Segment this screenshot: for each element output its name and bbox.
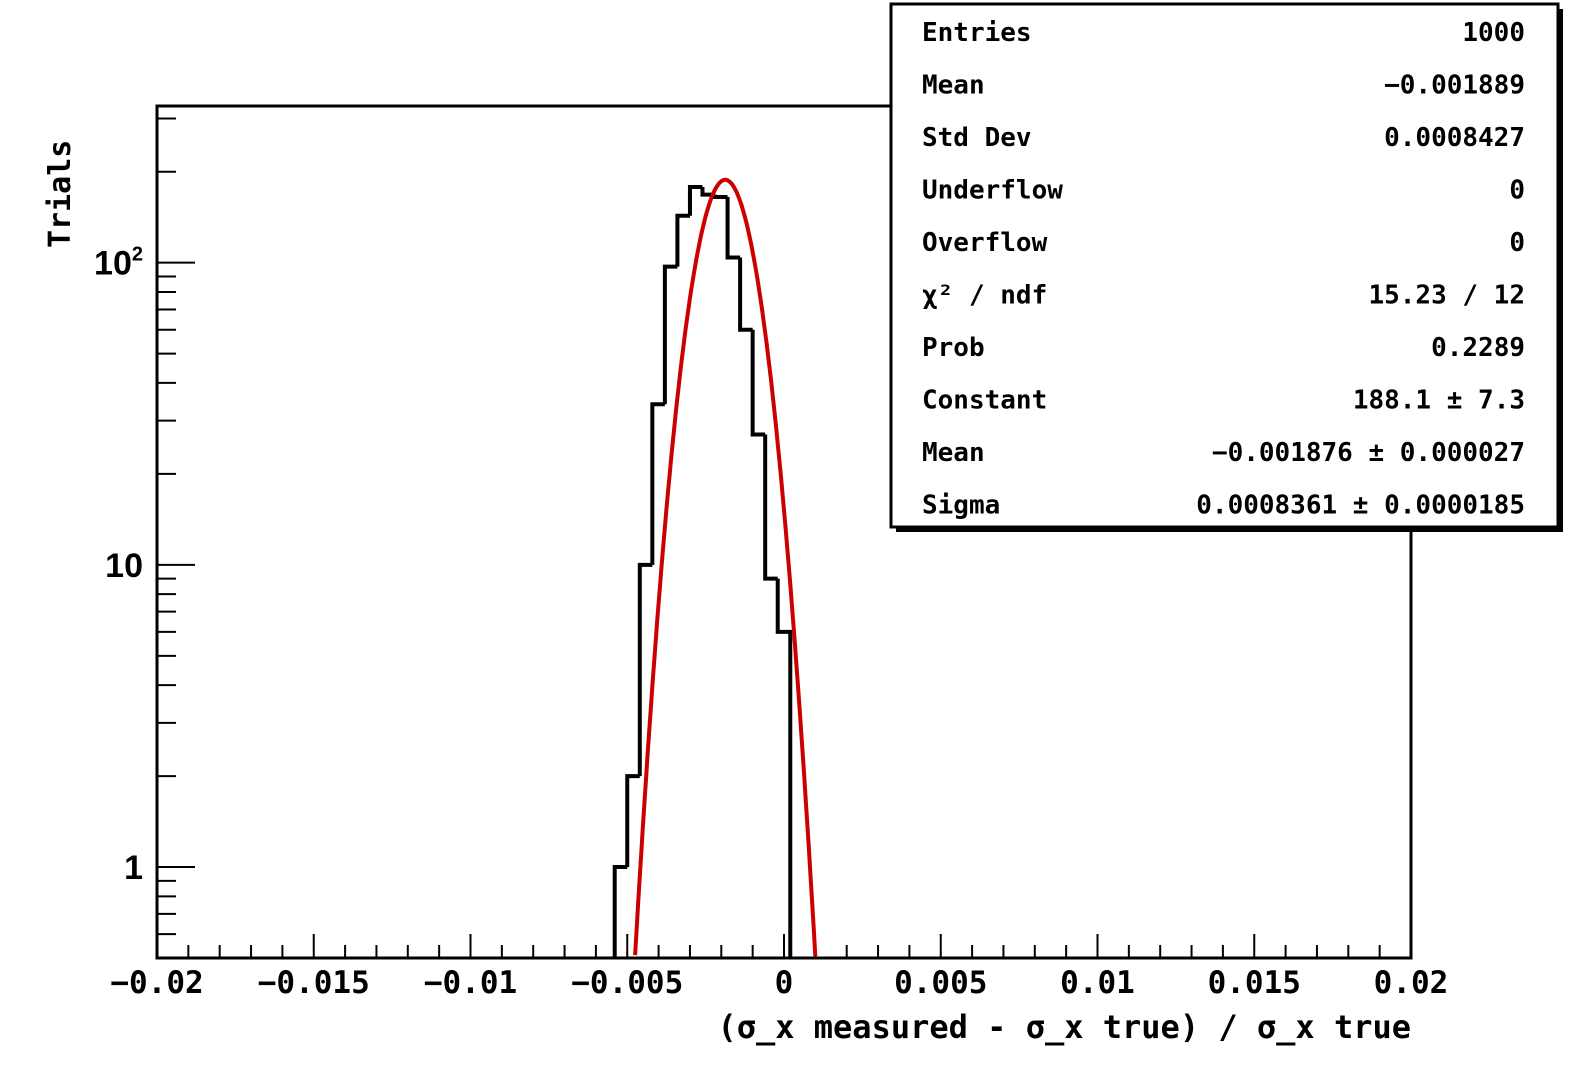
stats-row-value: 188.1 ± 7.3 bbox=[1353, 386, 1525, 416]
histogram-bar bbox=[687, 185, 703, 216]
gaussian-fit-line bbox=[633, 177, 818, 957]
x-axis-title: (σ_x measured - σ_x true) / σ_x true bbox=[717, 1008, 1411, 1046]
stats-box: Entries 1000 Mean −0.001889 Std Dev 0.0008427… bbox=[889, 2, 1563, 532]
stats-box-frame bbox=[889, 2, 1560, 529]
x-tick-label: 0.005 bbox=[894, 965, 987, 1001]
stats-row-value: −0.001889 bbox=[1384, 71, 1525, 101]
x-tick-label: −0.02 bbox=[110, 965, 203, 1001]
histogram-bar bbox=[637, 562, 653, 777]
histogram-bar bbox=[750, 329, 766, 437]
y-tick-label: 102 bbox=[94, 244, 143, 283]
stats-row-value: 15.23 / 12 bbox=[1368, 281, 1525, 311]
stats-row-value: 0.0008427 bbox=[1384, 123, 1525, 153]
stats-row-value: 0 bbox=[1509, 176, 1525, 206]
stats-row-label: Underflow bbox=[922, 176, 1063, 206]
y-tick-label: 10 bbox=[105, 547, 143, 585]
x-tick-label: 0 bbox=[775, 965, 794, 1001]
x-tick-label: −0.015 bbox=[258, 965, 370, 1001]
histogram-bar bbox=[612, 865, 628, 958]
stats-row-label: Prob bbox=[922, 333, 985, 363]
stats-row-value: 1000 bbox=[1462, 18, 1525, 48]
histogram-bar bbox=[763, 434, 778, 581]
histogram-bar bbox=[675, 213, 690, 267]
histogram-bar bbox=[725, 196, 741, 260]
stats-rows: Entries 1000 Mean −0.001889 Std Dev 0.0008427… bbox=[922, 18, 1525, 521]
plot-layer bbox=[612, 177, 818, 958]
x-tick-labels: −0.02 −0.015 −0.01 −0.005 0 0.005 0.01 0.015 0.0… bbox=[110, 965, 1448, 1001]
stats-row-label: Constant bbox=[922, 386, 1047, 416]
histogram-bar bbox=[662, 264, 678, 405]
histogram-bar bbox=[625, 774, 640, 868]
stats-row-value: 0.2289 bbox=[1431, 333, 1525, 363]
x-tick-label: 0.015 bbox=[1208, 965, 1301, 1001]
y-axis-title: Trials bbox=[43, 140, 78, 248]
stats-row-label: χ² / ndf bbox=[922, 281, 1047, 311]
x-tick-label: 0.02 bbox=[1374, 965, 1449, 1001]
x-tick-label: −0.01 bbox=[424, 965, 517, 1001]
axis-ticks bbox=[156, 117, 1412, 959]
stats-row-value: 0 bbox=[1509, 228, 1525, 258]
histogram-bar bbox=[775, 578, 793, 958]
stats-row-label: Std Dev bbox=[922, 123, 1032, 153]
histogram-bar bbox=[738, 257, 753, 332]
histogram-bar bbox=[650, 402, 665, 565]
y-tick-labels: 1 10 102 bbox=[94, 244, 143, 887]
x-tick-label: 0.01 bbox=[1060, 965, 1135, 1001]
stats-row-label: Mean bbox=[922, 71, 985, 101]
stats-row-value: −0.001876 ± 0.000027 bbox=[1212, 438, 1525, 468]
stats-row-value: 0.0008361 ± 0.0000185 bbox=[1196, 491, 1525, 521]
histogram-bar bbox=[713, 194, 728, 199]
y-tick-label: 1 bbox=[124, 849, 143, 887]
stats-row-label: Mean bbox=[922, 438, 985, 468]
stats-row-label: Sigma bbox=[922, 491, 1000, 521]
stats-row-label: Overflow bbox=[922, 228, 1048, 258]
stats-row-label: Entries bbox=[922, 18, 1032, 48]
x-tick-label: −0.005 bbox=[571, 965, 683, 1001]
